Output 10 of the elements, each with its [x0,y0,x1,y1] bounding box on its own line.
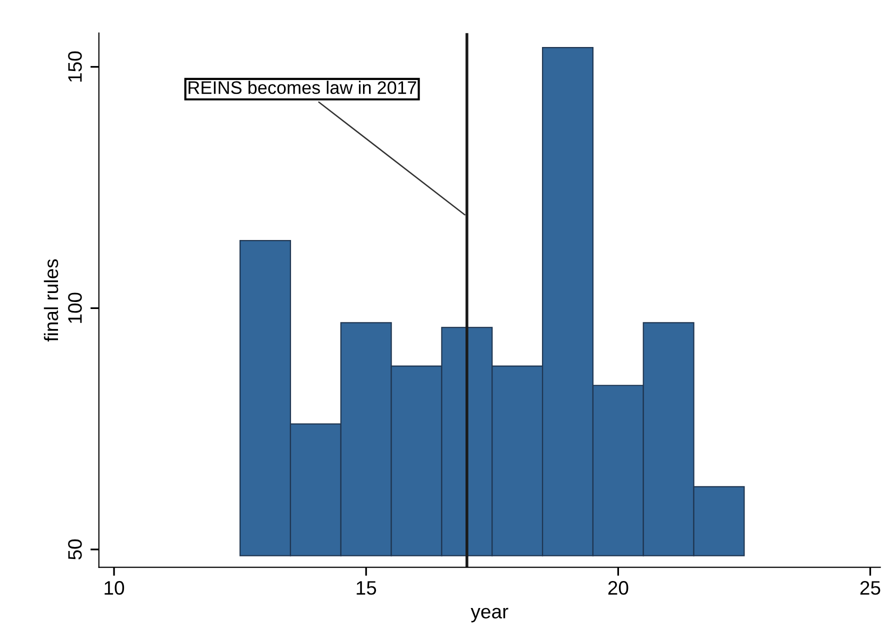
x-axis-title: year [470,608,508,622]
annotation: REINS becomes law in 2017 [188,80,416,94]
x-tick-label: 10 [104,581,124,595]
y-tick-label: 100 [68,292,82,323]
x-tick-label: 15 [356,581,376,595]
x-tick-label: 25 [860,581,880,595]
y-tick-label: 50 [68,539,82,560]
y-tick-label: 150 [68,51,82,82]
y-axis-title: final rules [44,259,58,342]
x-tick-label: 20 [608,581,628,595]
